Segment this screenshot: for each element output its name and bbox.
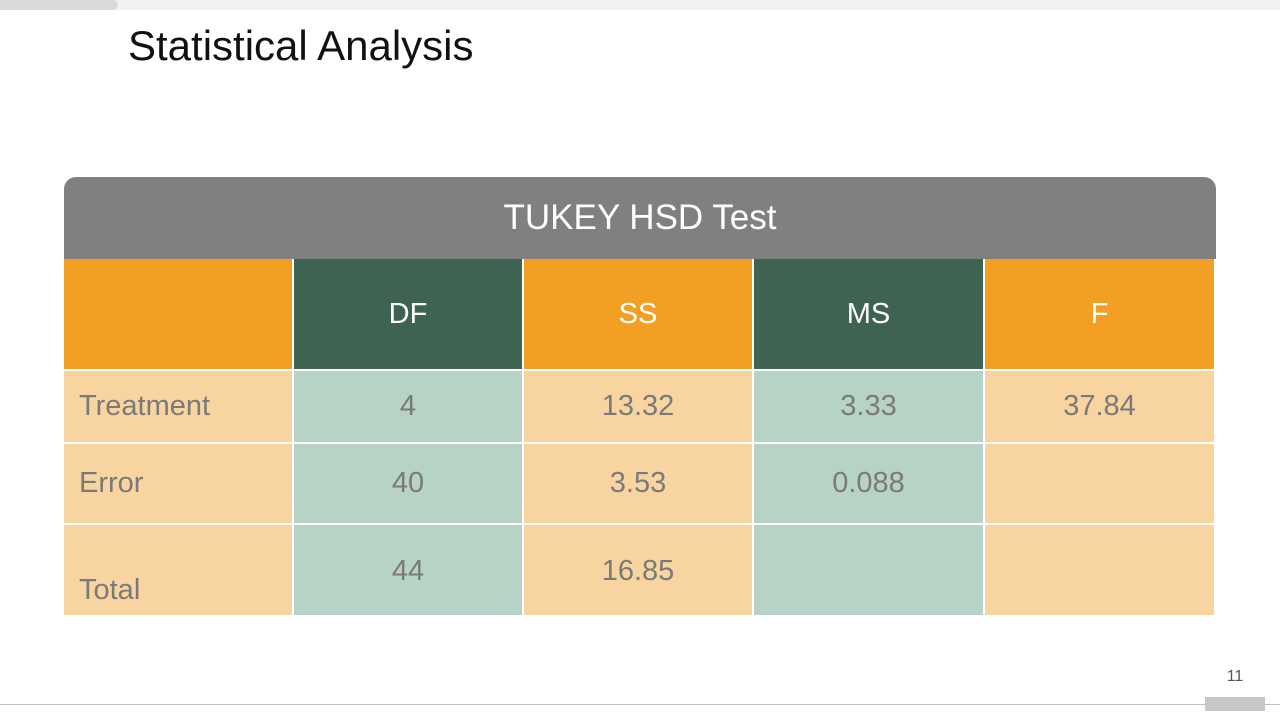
table-caption: TUKEY HSD Test: [64, 177, 1216, 259]
top-bar: [0, 0, 1280, 10]
table-cell-empty: [985, 525, 1216, 617]
table-cell-empty: [985, 444, 1216, 525]
table-cell: SS: [524, 259, 754, 371]
table-cell-empty: [64, 259, 294, 371]
table-cell: 44: [294, 525, 524, 617]
table-cell: 40: [294, 444, 524, 525]
table-cell: 3.53: [524, 444, 754, 525]
table-cell: 0.088: [754, 444, 985, 525]
table-cell: Treatment: [64, 371, 294, 444]
table-cell: 3.33: [754, 371, 985, 444]
footer-line: [0, 704, 1280, 705]
page-number: 11: [1226, 668, 1244, 685]
table-cell: 4: [294, 371, 524, 444]
table-cell: 13.32: [524, 371, 754, 444]
table: DF SS MS F Treatment 4 13.32 3.33 37.84 Error 40 3.…: [64, 259, 1218, 617]
footer-tab: [1205, 697, 1265, 711]
table-cell: Total: [64, 525, 294, 617]
table-cell: 37.84: [985, 371, 1216, 444]
table-cell-empty: [754, 525, 985, 617]
table-cell: DF: [294, 259, 524, 371]
table-cell: F: [985, 259, 1216, 371]
table-cell: 16.85: [524, 525, 754, 617]
slide-title: Statistical Analysis: [128, 22, 474, 69]
top-bar-accent: [0, 0, 118, 10]
table-cell: MS: [754, 259, 985, 371]
table-cell: Error: [64, 444, 294, 525]
